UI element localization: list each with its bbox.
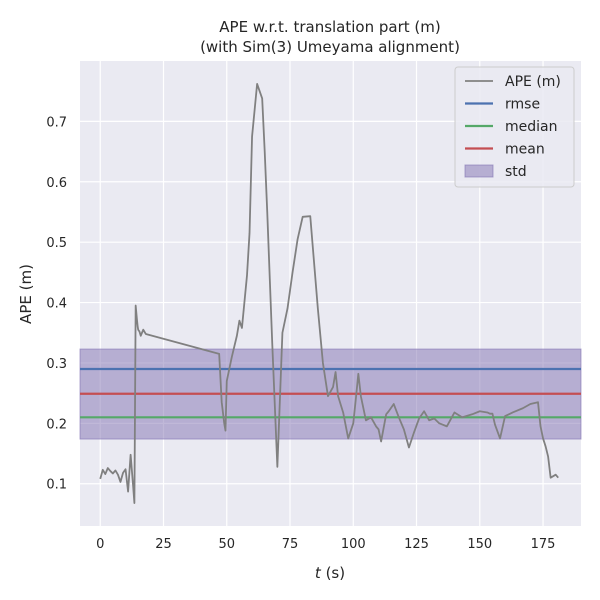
x-tick-label: 0 <box>96 537 104 552</box>
series-layer <box>99 83 559 504</box>
chart-title-line2: (with Sim(3) Umeyama alignment) <box>200 38 460 56</box>
y-axis-label: APE (m) <box>17 264 35 324</box>
legend: APE (m) rmse median mean std <box>454 66 575 188</box>
y-tick-label: 0.4 <box>46 297 67 312</box>
x-tick-label: 100 <box>341 537 366 552</box>
y-tick-label: 0.2 <box>46 417 67 432</box>
x-tick-label: 50 <box>218 537 235 552</box>
y-tick-label: 0.6 <box>46 176 67 191</box>
legend-label-median: median <box>505 119 557 135</box>
x-tick-label: 75 <box>282 537 299 552</box>
x-tick-label: 175 <box>531 537 556 552</box>
x-tick-label: 125 <box>404 537 429 552</box>
tick-labels: 0 25 50 75 100 125 150 175 0.1 0.2 0.3 0.4 0.5 0.6 0.7 <box>46 115 555 552</box>
stat-lines <box>80 367 581 419</box>
ape-series-line <box>99 83 559 504</box>
y-tick-label: 0.7 <box>46 115 67 130</box>
x-tick-label: 150 <box>467 537 492 552</box>
y-tick-label: 0.1 <box>46 478 67 493</box>
y-tick-label: 0.3 <box>46 357 67 372</box>
y-tick-label: 0.5 <box>46 236 67 251</box>
x-tick-label: 25 <box>155 537 172 552</box>
x-axis-label: t (s) <box>315 564 345 582</box>
legend-box <box>454 66 575 188</box>
legend-label-ape: APE (m) <box>505 74 561 90</box>
x-axis-label-var: t <box>315 564 322 582</box>
legend-label-mean: mean <box>505 142 545 158</box>
legend-label-rmse: rmse <box>505 97 540 113</box>
chart-title-line1: APE w.r.t. translation part (m) <box>219 18 440 36</box>
legend-swatch-std <box>464 164 494 178</box>
x-axis-label-unit: (s) <box>321 564 345 582</box>
legend-label-std: std <box>505 164 527 180</box>
